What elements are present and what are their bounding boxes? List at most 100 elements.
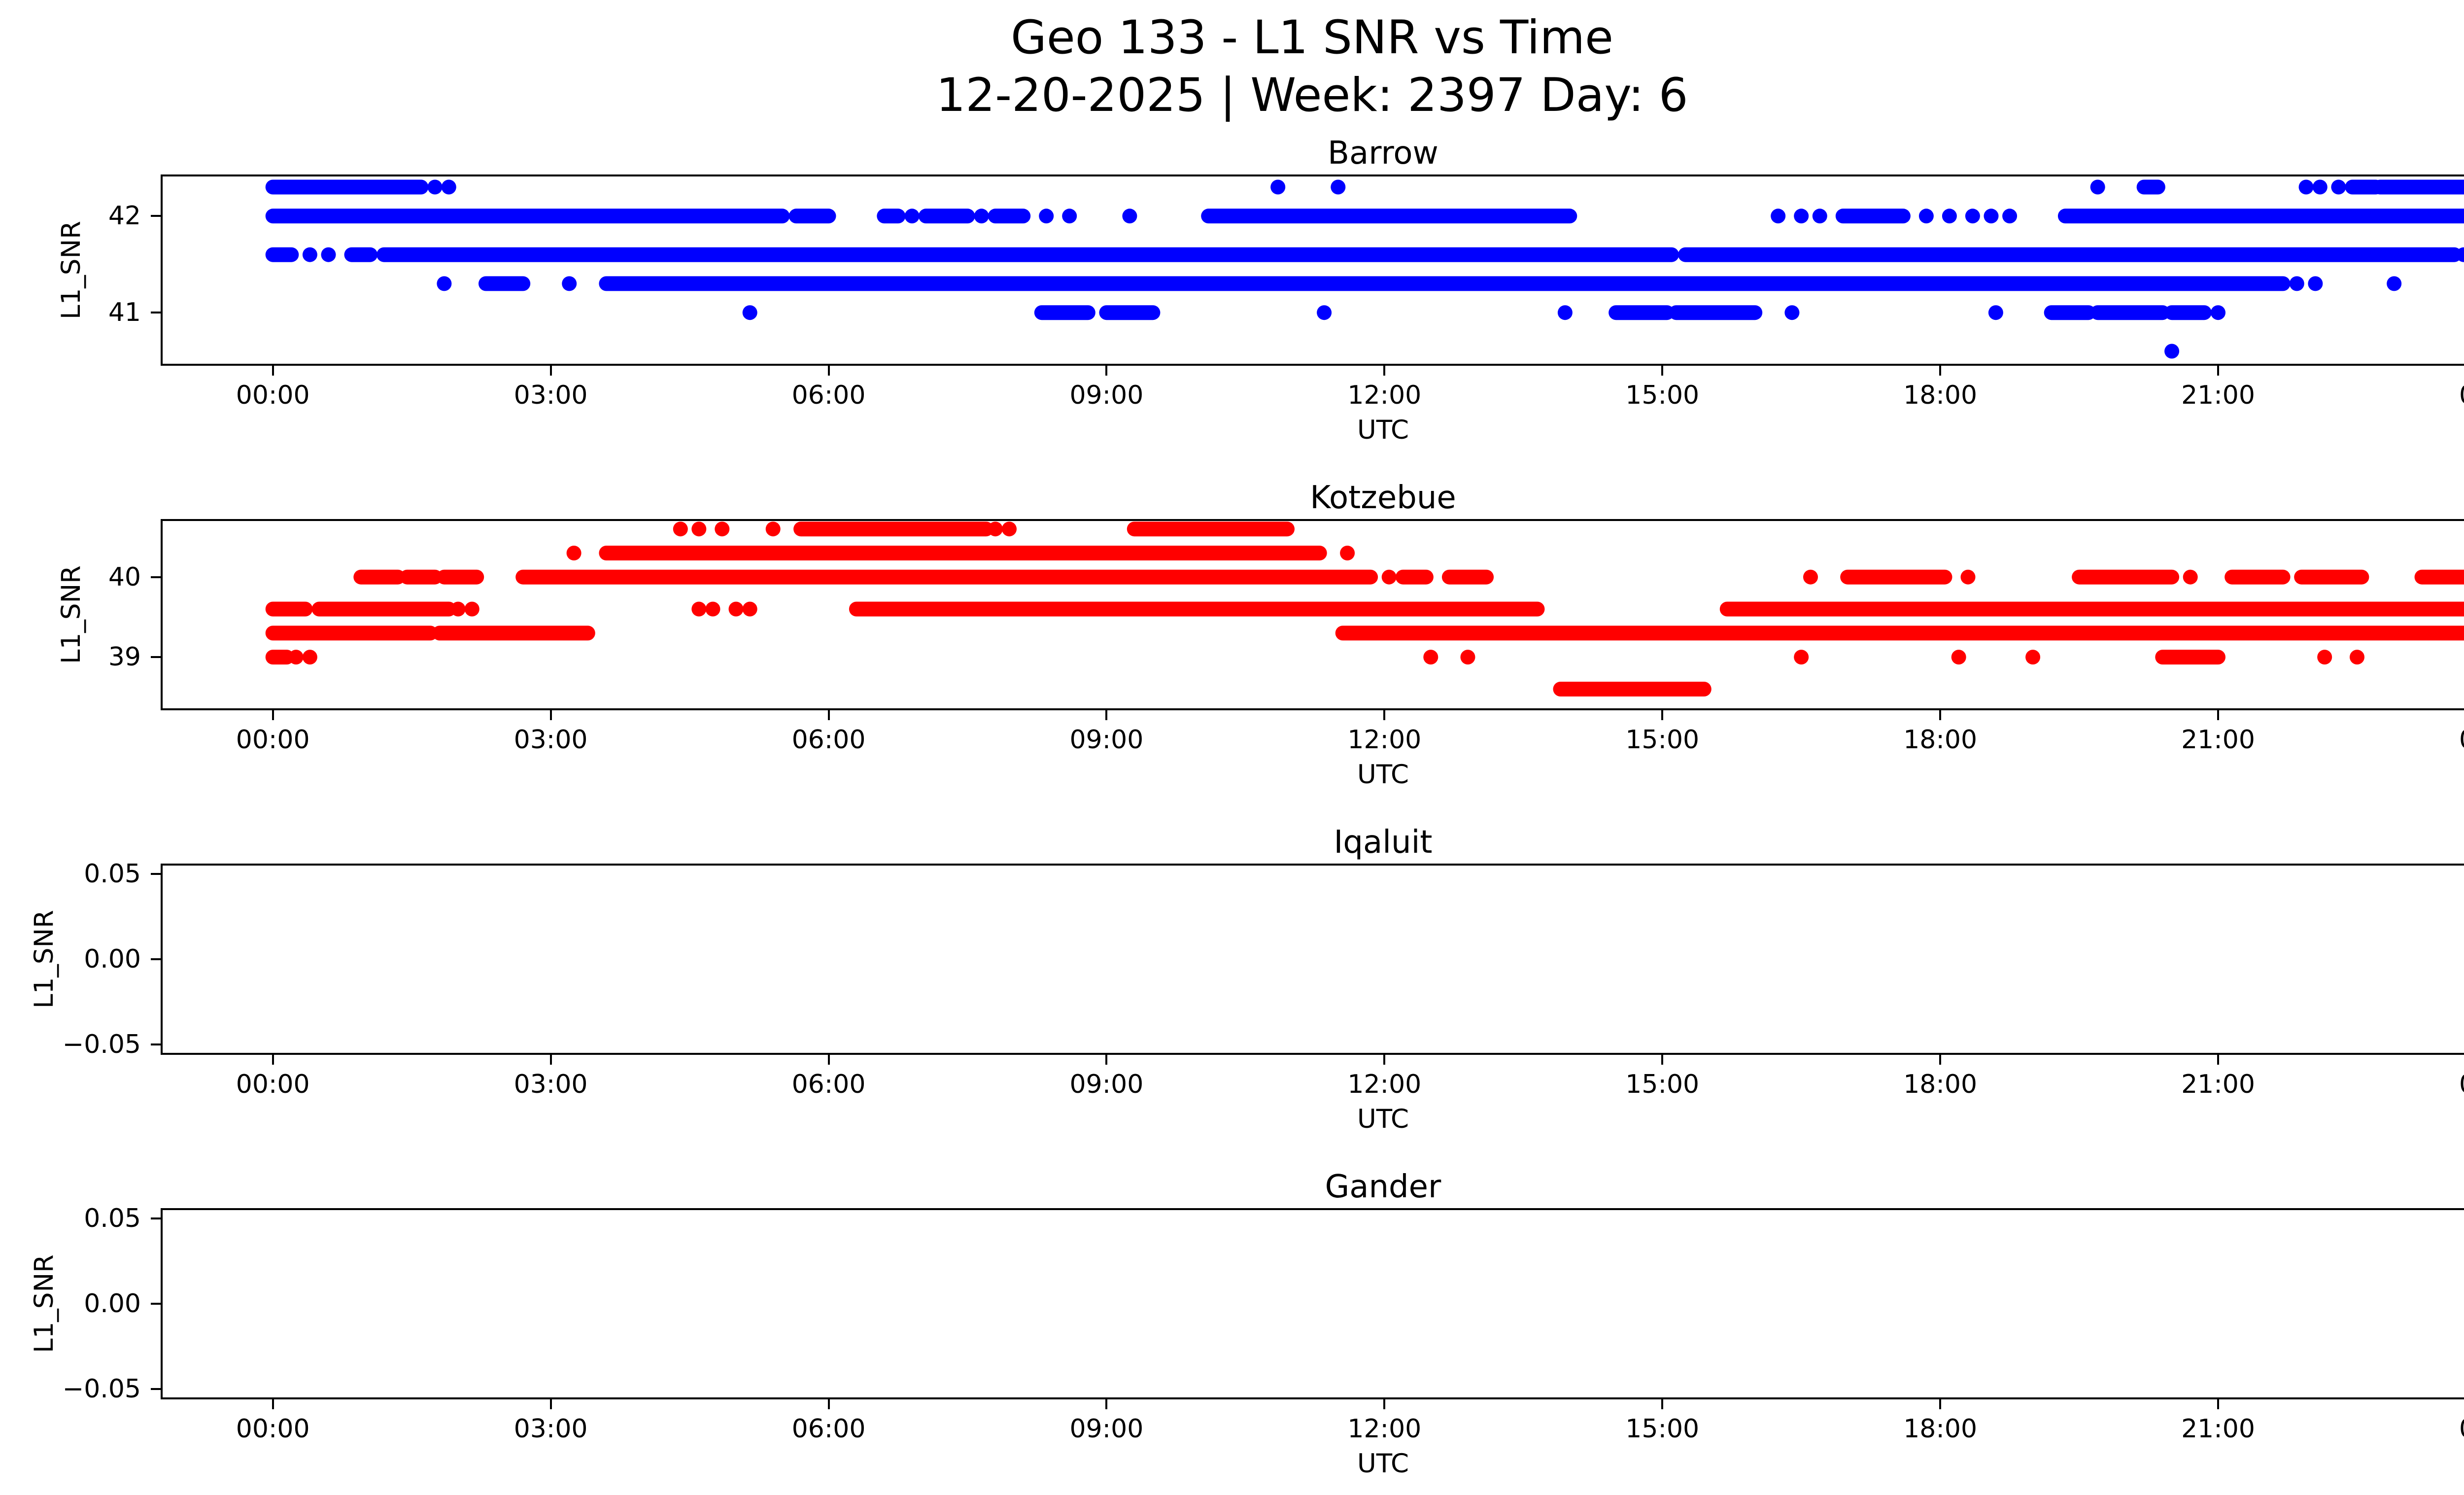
- subplot-title: Iqaluit: [1334, 824, 1433, 861]
- x-tick-label: 09:00: [1069, 725, 1144, 755]
- scatter-point: [1784, 305, 1800, 320]
- x-tick-mark: [827, 366, 830, 376]
- scatter-point: [437, 276, 452, 291]
- scatter-point: [2002, 209, 2018, 224]
- scatter-point: [1340, 546, 1355, 560]
- scatter-point: [705, 601, 720, 617]
- subplot-title: Gander: [1325, 1169, 1441, 1205]
- scatter-point: [1965, 209, 1980, 224]
- scatter-point: [1062, 209, 1077, 224]
- y-tick-mark: [151, 1217, 161, 1220]
- x-tick-mark: [827, 1399, 830, 1409]
- figure-title: Geo 133 - L1 SNR vs Time 12-20-2025 | We…: [0, 9, 2464, 124]
- x-tick-mark: [1105, 1399, 1108, 1409]
- x-tick-mark: [2217, 1399, 2220, 1409]
- scatter-point: [441, 179, 456, 195]
- x-tick-label: 03:00: [513, 381, 588, 410]
- x-tick-mark: [1383, 1055, 1386, 1065]
- scatter-point: [691, 522, 707, 537]
- scatter-point: [742, 601, 757, 617]
- scatter-point: [1918, 209, 1934, 224]
- scatter-point: [1002, 522, 1017, 537]
- x-tick-label: 00:00: [2422, 1069, 2464, 1100]
- scatter-point: [715, 522, 730, 537]
- x-tick-label: 18:00: [1903, 1414, 1978, 1444]
- scatter-point: [1039, 209, 1054, 224]
- x-tick-label: 15:00: [1625, 1070, 1700, 1099]
- scatter-point: [464, 601, 479, 617]
- x-tick-label: 18:00: [1903, 381, 1978, 410]
- x-tick-mark: [272, 1399, 274, 1409]
- x-tick-label: 18:00: [1903, 725, 1978, 755]
- scatter-point: [321, 247, 336, 262]
- x-tick-mark: [1383, 366, 1386, 376]
- x-tick-label: 06:00: [791, 725, 866, 755]
- x-tick-mark: [827, 710, 830, 720]
- x-tick-mark: [549, 366, 552, 376]
- y-tick-label: 39: [108, 642, 141, 672]
- scatter-point: [562, 276, 577, 291]
- scatter-point: [691, 601, 707, 617]
- scatter-point: [742, 305, 757, 320]
- x-tick-mark: [272, 710, 274, 720]
- x-axis-label: UTC: [1357, 760, 1409, 790]
- plot-area: [161, 1208, 2464, 1399]
- figure-title-line2: 12-20-2025 | Week: 2397 Day: 6: [936, 69, 1688, 122]
- x-tick-mark: [1661, 366, 1664, 376]
- x-tick-label: 12:00: [1347, 381, 1422, 410]
- scatter-point: [2312, 179, 2327, 195]
- scatter-point: [1423, 650, 1438, 665]
- scatter-point: [2350, 650, 2364, 665]
- x-tick-mark: [1661, 1399, 1664, 1409]
- x-tick-mark: [1105, 1055, 1108, 1065]
- scatter-point: [2211, 305, 2225, 320]
- scatter-point: [566, 546, 582, 560]
- x-tick-label: 06:00: [791, 381, 866, 410]
- scatter-point: [2090, 179, 2105, 195]
- y-tick-mark: [151, 656, 161, 659]
- x-tick-mark: [2217, 366, 2220, 376]
- y-tick-label: −0.05: [62, 1374, 141, 1404]
- y-tick-mark: [151, 576, 161, 578]
- y-tick-label: 0.05: [84, 859, 141, 889]
- scatter-point: [1951, 650, 1966, 665]
- scatter-layer: [265, 179, 2464, 359]
- scatter-point: [1803, 569, 1818, 585]
- y-tick-label: −0.05: [62, 1029, 141, 1059]
- scatter-point: [1557, 305, 1573, 320]
- scatter-point: [673, 522, 688, 537]
- x-tick-label: 18:00: [1903, 1070, 1978, 1099]
- y-tick-mark: [151, 1388, 161, 1390]
- scatter-point: [904, 209, 920, 224]
- scatter-point: [765, 522, 781, 537]
- x-axis-label: UTC: [1357, 415, 1409, 445]
- x-tick-mark: [272, 366, 274, 376]
- scatter-point: [1794, 209, 1809, 224]
- x-tick-label: 03:00: [513, 1414, 588, 1444]
- scatter-layer: [265, 522, 2464, 696]
- scatter-point: [2183, 569, 2198, 585]
- x-tick-label: 00:00: [2422, 380, 2464, 411]
- scatter-point: [2331, 179, 2346, 195]
- x-tick-label: 21:00: [2181, 1070, 2255, 1099]
- x-tick-label: 09:00: [1069, 1070, 1144, 1099]
- x-tick-label: 00:00: [236, 381, 310, 410]
- x-tick-label: 15:00: [1625, 381, 1700, 410]
- x-tick-mark: [1105, 710, 1108, 720]
- scatter-point: [2308, 276, 2323, 291]
- x-tick-label: 09:00: [1069, 1414, 1144, 1444]
- scatter-point: [2298, 179, 2314, 195]
- x-axis-label: UTC: [1357, 1449, 1409, 1479]
- scatter-point: [1381, 569, 1397, 585]
- scatter-point: [988, 522, 1003, 537]
- subplot-title: Barrow: [1328, 135, 1438, 172]
- y-tick-label: 40: [108, 562, 141, 592]
- x-tick-label: 12:00: [1347, 725, 1422, 755]
- x-tick-label: 00:00: [236, 1414, 310, 1444]
- x-tick-label: 15:00: [1625, 725, 1700, 755]
- plot-area: [161, 174, 2464, 366]
- scatter-point: [2289, 276, 2304, 291]
- scatter-point: [427, 179, 443, 195]
- y-tick-label: 0.05: [84, 1204, 141, 1234]
- x-axis-label: UTC: [1357, 1104, 1409, 1134]
